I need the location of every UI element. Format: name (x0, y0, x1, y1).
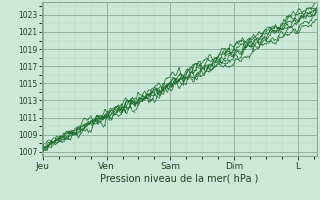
X-axis label: Pression niveau de la mer( hPa ): Pression niveau de la mer( hPa ) (100, 173, 258, 183)
